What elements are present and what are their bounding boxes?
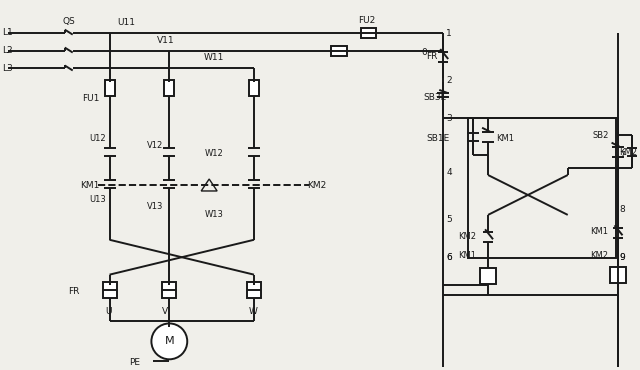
Text: 8: 8 <box>620 205 625 214</box>
Bar <box>468 118 616 258</box>
Text: KM1: KM1 <box>458 251 476 260</box>
Text: PE: PE <box>129 358 141 367</box>
Bar <box>164 80 174 96</box>
Text: W13: W13 <box>205 211 224 219</box>
Text: U11: U11 <box>118 18 136 27</box>
Bar <box>331 46 347 56</box>
Text: 0: 0 <box>421 48 427 57</box>
Text: 6: 6 <box>446 253 452 262</box>
Bar <box>247 282 261 297</box>
Text: FU2: FU2 <box>358 16 376 25</box>
Text: V12: V12 <box>147 141 164 149</box>
Text: KM1: KM1 <box>80 182 99 191</box>
Text: QS: QS <box>63 17 76 26</box>
Text: W12: W12 <box>205 149 224 158</box>
Text: SB2: SB2 <box>593 131 609 140</box>
Text: 9: 9 <box>620 253 625 262</box>
Text: 6: 6 <box>446 253 452 262</box>
Text: 7: 7 <box>620 151 625 159</box>
Text: KM2: KM2 <box>307 182 326 191</box>
Text: SB3E: SB3E <box>423 93 447 102</box>
Text: 3: 3 <box>446 114 452 123</box>
Bar <box>102 282 116 297</box>
Circle shape <box>152 323 188 359</box>
Bar <box>163 282 176 297</box>
Bar <box>360 28 376 38</box>
Text: V: V <box>163 307 168 316</box>
Bar <box>104 80 115 96</box>
Text: FU1: FU1 <box>82 94 99 103</box>
Text: KM2: KM2 <box>458 232 476 241</box>
Text: L3: L3 <box>2 64 13 73</box>
Text: L2: L2 <box>2 46 13 55</box>
Text: U12: U12 <box>90 134 106 143</box>
Text: 2: 2 <box>446 76 452 85</box>
Bar <box>480 268 496 284</box>
Bar <box>249 80 259 96</box>
Bar <box>609 267 625 283</box>
Text: V13: V13 <box>147 202 164 211</box>
Text: KM2: KM2 <box>620 148 637 157</box>
Text: KM2: KM2 <box>589 251 607 260</box>
Text: M: M <box>164 336 174 346</box>
Text: FR: FR <box>68 287 79 296</box>
Text: W: W <box>249 307 258 316</box>
Text: 4: 4 <box>446 168 452 176</box>
Text: U13: U13 <box>90 195 106 205</box>
Text: W11: W11 <box>204 53 225 62</box>
Text: SB1E: SB1E <box>426 134 449 143</box>
Text: V11: V11 <box>157 36 175 45</box>
Text: KM1: KM1 <box>496 134 514 143</box>
Polygon shape <box>201 179 217 191</box>
Text: 5: 5 <box>446 215 452 224</box>
Text: 9: 9 <box>620 253 625 262</box>
Text: KM1: KM1 <box>589 227 607 236</box>
Text: FR: FR <box>426 52 438 61</box>
Text: 1: 1 <box>446 29 452 38</box>
Text: L1: L1 <box>2 28 13 37</box>
Text: U: U <box>106 307 112 316</box>
